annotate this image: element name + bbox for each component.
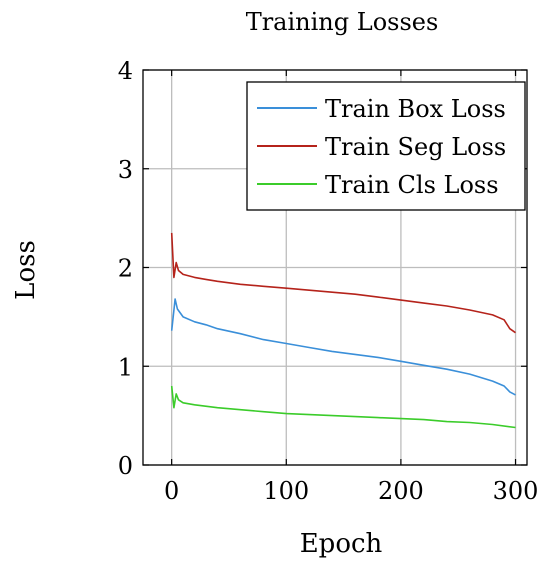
- x-tick-label: 0: [164, 477, 179, 505]
- series-line: [170, 298, 516, 396]
- y-axis-label: Loss: [11, 240, 41, 300]
- y-tick-label: 0: [118, 452, 133, 480]
- x-tick-label: 100: [263, 477, 309, 505]
- y-tick-label: 4: [118, 57, 133, 85]
- y-tick-label: 1: [118, 353, 133, 381]
- legend-label: Train Cls Loss: [325, 171, 499, 199]
- x-tick-label: 200: [378, 477, 424, 505]
- x-tick-label: 300: [493, 477, 539, 505]
- x-axis-label: Epoch: [300, 529, 383, 559]
- series-line: [170, 232, 516, 334]
- legend: Train Box Loss Train Seg Loss Train Cls Lo…: [246, 81, 526, 211]
- legend-label: Train Seg Loss: [325, 133, 506, 161]
- chart-title: Training Losses: [246, 8, 439, 36]
- series-line: [170, 385, 516, 429]
- series-lines: [170, 232, 516, 429]
- legend-label: Train Box Loss: [325, 95, 506, 123]
- axis-ticks: 0 100 200 300 0 1 2 3 4: [118, 57, 539, 505]
- y-tick-label: 2: [118, 255, 133, 283]
- y-tick-label: 3: [118, 156, 133, 184]
